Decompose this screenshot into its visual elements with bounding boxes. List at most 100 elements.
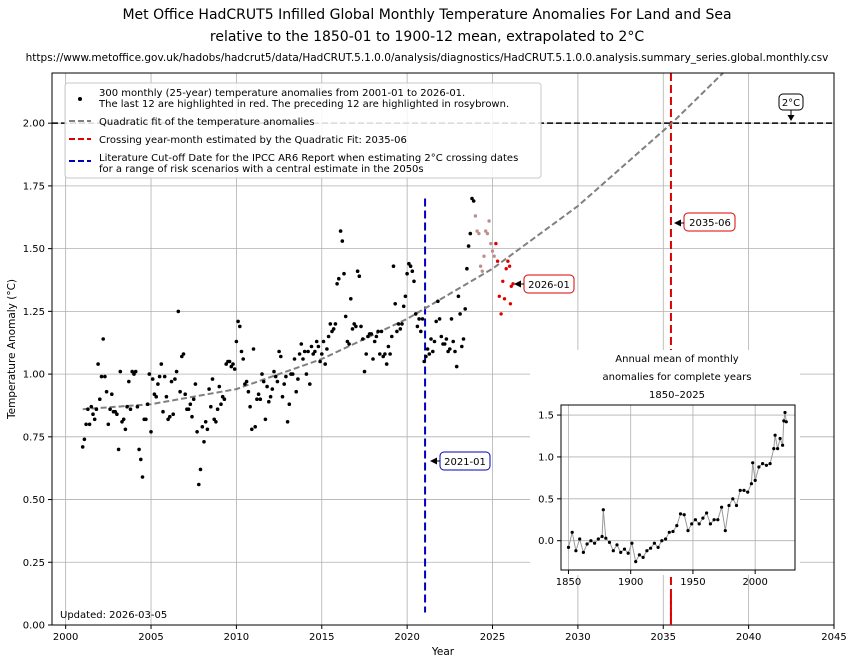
data-point <box>280 394 285 399</box>
data-point <box>82 437 87 442</box>
data-point <box>159 362 164 366</box>
inset-data-point <box>783 410 787 415</box>
data-point <box>502 297 507 301</box>
data-point <box>347 342 351 346</box>
data-point <box>403 294 408 299</box>
data-point <box>316 344 321 349</box>
data-point <box>176 309 181 314</box>
inset-data-point <box>716 518 720 522</box>
x-axis-label: Year <box>431 646 455 658</box>
data-point <box>253 425 257 429</box>
data-point <box>340 239 345 243</box>
data-point <box>391 264 396 269</box>
data-point <box>466 244 471 248</box>
main-tick-labels: 2000 2005 2010 2015 2020 2025 2030 2035 2040 2045… <box>23 119 847 643</box>
data-point <box>318 359 322 364</box>
inset-data-point <box>645 549 649 553</box>
inset-data-point <box>671 529 675 534</box>
data-point <box>337 276 341 281</box>
data-point <box>369 332 374 336</box>
inset-data-point <box>712 518 716 522</box>
data-point <box>258 397 263 402</box>
x-tick-label: 2015 <box>309 632 334 643</box>
data-point <box>234 339 239 344</box>
data-point <box>364 352 369 356</box>
data-point <box>465 266 469 271</box>
x-tick-label: 2040 <box>736 632 761 643</box>
inset-data-point <box>701 516 705 520</box>
legend-points-line1: 300 monthly (25-year) temperature anomal… <box>99 88 465 99</box>
data-point <box>308 382 312 386</box>
inset-data-point <box>690 522 694 526</box>
data-point <box>321 339 326 344</box>
data-point <box>178 389 182 394</box>
data-point <box>250 427 254 432</box>
data-point <box>299 342 304 346</box>
data-point <box>306 349 310 354</box>
data-point <box>241 357 245 361</box>
data-point <box>390 334 394 339</box>
data-point <box>436 299 440 304</box>
inset-data-point <box>768 462 772 466</box>
data-point <box>207 387 211 391</box>
inset-data-point <box>753 478 757 482</box>
data-point <box>128 407 133 412</box>
data-point <box>270 387 275 391</box>
inset-data-point <box>596 537 600 541</box>
data-point <box>326 334 331 339</box>
legend-points-line2: The last 12 are highlighted in red. The … <box>98 99 509 110</box>
inset-data-point <box>660 539 664 543</box>
data-point <box>210 377 215 381</box>
data-point <box>91 412 95 417</box>
data-point <box>484 229 488 233</box>
x-tick-label: 2035 <box>651 632 676 643</box>
data-point <box>419 329 423 334</box>
annotation-crossing-arrowhead <box>674 219 681 227</box>
data-point <box>489 241 493 246</box>
inset-data-point <box>773 433 777 437</box>
annotation-cutoff-label: 2021-01 <box>444 457 486 468</box>
inset-x-tick-label: 2000 <box>742 577 767 588</box>
data-point <box>511 282 515 286</box>
data-point <box>94 407 99 412</box>
data-point <box>478 264 483 268</box>
data-point <box>127 379 131 384</box>
data-point <box>393 302 398 306</box>
data-point <box>200 425 205 429</box>
data-point <box>209 404 213 409</box>
inset-data-point <box>746 490 750 494</box>
data-point <box>284 374 288 379</box>
data-point <box>297 352 302 356</box>
data-point <box>350 327 355 331</box>
data-point <box>366 334 370 339</box>
inset-data-point <box>742 488 746 492</box>
data-point <box>133 369 138 374</box>
data-point <box>273 374 278 379</box>
x-tick-label: 2010 <box>224 632 249 643</box>
data-point <box>482 254 486 258</box>
data-point <box>376 329 380 334</box>
data-point <box>256 392 261 397</box>
data-point <box>494 241 498 246</box>
inset-data-point <box>574 549 578 553</box>
inset-data-point <box>649 546 653 550</box>
data-point <box>164 394 169 399</box>
data-point <box>110 392 114 397</box>
data-point <box>413 312 418 316</box>
inset-data-point <box>678 512 683 516</box>
data-point <box>162 374 167 379</box>
inset-data-point <box>601 508 605 512</box>
annotation-2c-label: 2°C <box>782 98 800 109</box>
data-point <box>415 324 420 329</box>
data-point <box>104 389 109 394</box>
inset-plot-frame <box>560 404 796 571</box>
inset-data-point <box>619 550 623 555</box>
inset-data-point <box>607 540 612 545</box>
data-point <box>383 352 387 356</box>
y-tick-label: 1.50 <box>23 244 45 255</box>
inset-data-point <box>705 511 709 515</box>
data-point <box>267 399 271 404</box>
source-url[interactable]: https://www.metoffice.gov.uk/hadobs/hadc… <box>26 52 829 64</box>
data-point <box>437 317 442 321</box>
y-tick-label: 0.50 <box>23 495 45 506</box>
